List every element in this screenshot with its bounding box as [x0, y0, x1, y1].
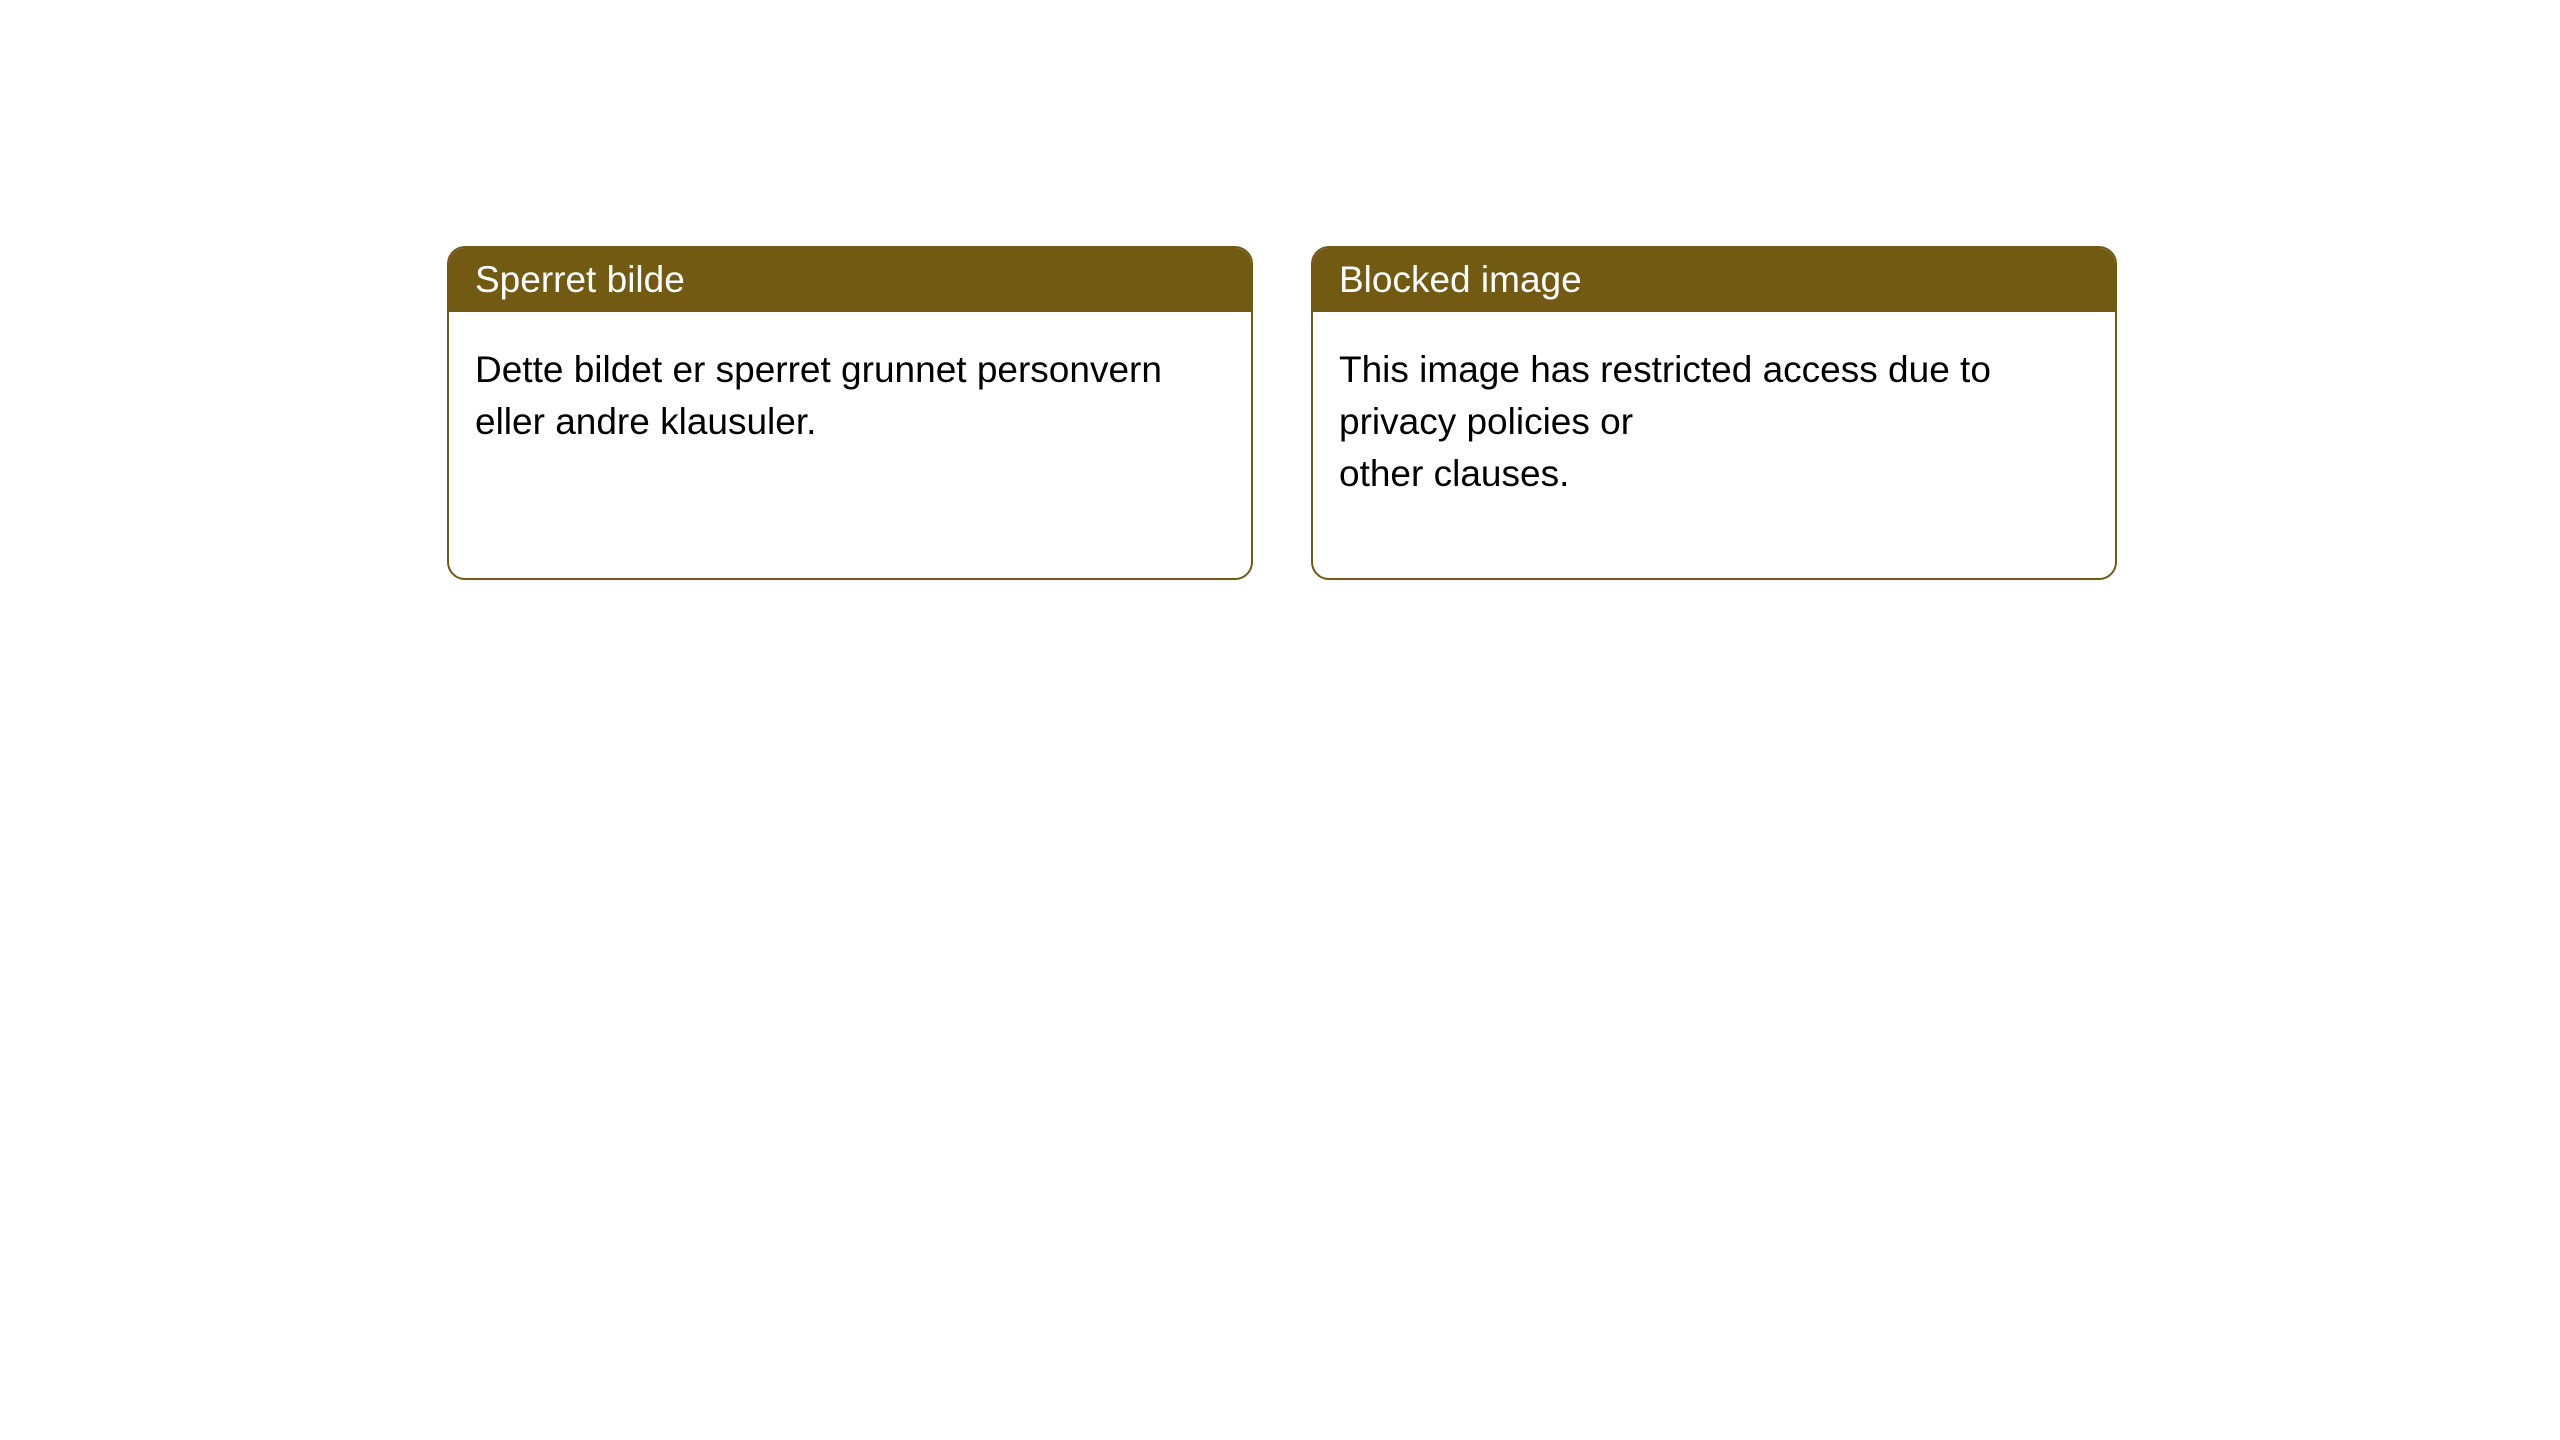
- notice-card-norwegian: Sperret bilde Dette bildet er sperret gr…: [447, 246, 1253, 580]
- notice-container: Sperret bilde Dette bildet er sperret gr…: [0, 0, 2560, 580]
- notice-title: Sperret bilde: [449, 248, 1251, 312]
- notice-card-english: Blocked image This image has restricted …: [1311, 246, 2117, 580]
- notice-body: Dette bildet er sperret grunnet personve…: [449, 312, 1251, 480]
- notice-title: Blocked image: [1313, 248, 2115, 312]
- notice-body: This image has restricted access due to …: [1313, 312, 2115, 531]
